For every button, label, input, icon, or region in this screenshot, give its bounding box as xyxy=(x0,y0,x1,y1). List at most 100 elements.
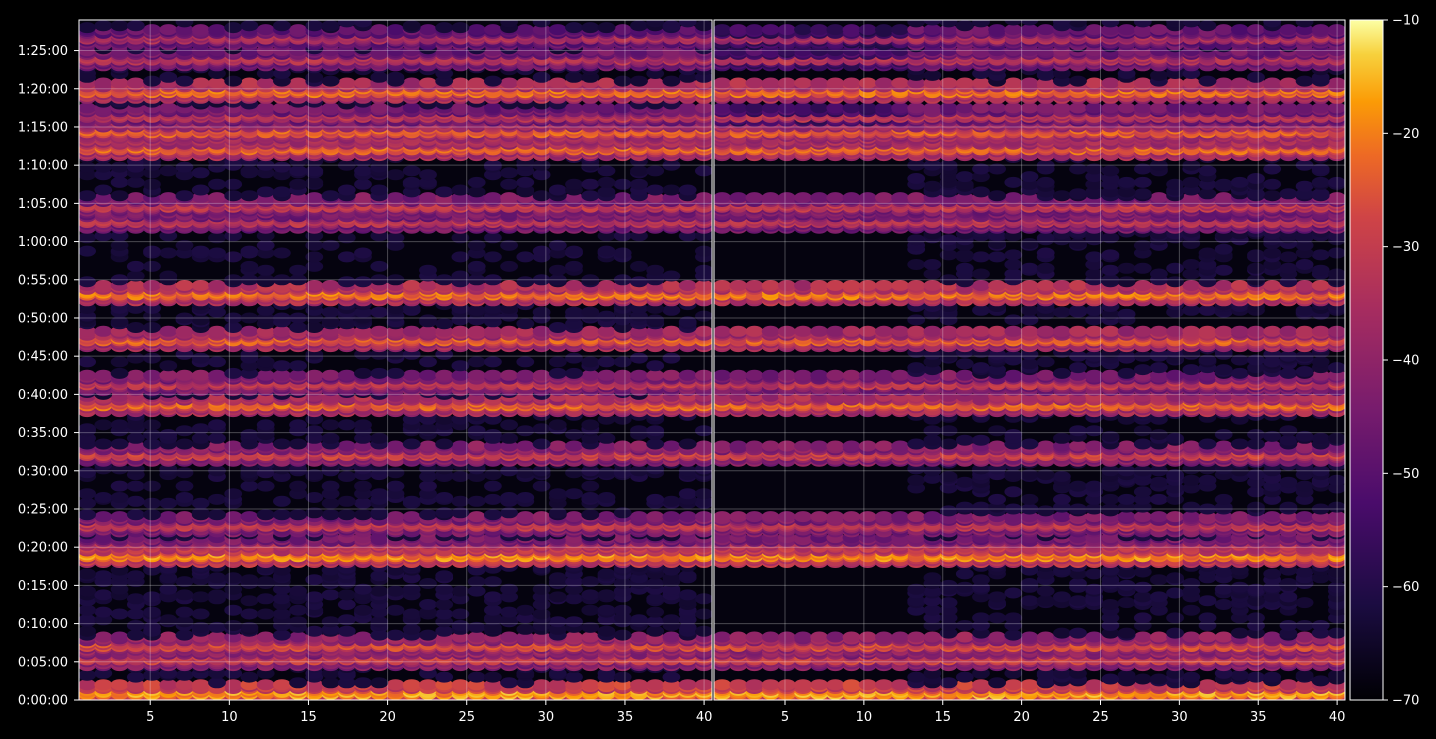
heatmap-cell xyxy=(354,677,372,689)
heatmap-cell xyxy=(581,509,600,521)
heatmap-cell xyxy=(435,438,454,450)
heatmap-cell xyxy=(386,585,405,597)
heatmap-cell xyxy=(305,469,324,481)
heatmap-cell xyxy=(273,438,291,450)
heatmap-cell xyxy=(484,679,502,691)
heatmap-cell xyxy=(240,325,259,337)
heatmap-cell xyxy=(516,467,535,479)
heatmap-cell xyxy=(289,419,307,431)
heatmap-cell xyxy=(273,509,291,521)
heatmap-cell xyxy=(630,465,648,477)
heatmap-cell xyxy=(435,413,454,425)
heatmap-cell xyxy=(419,314,437,326)
heatmap-cell xyxy=(126,260,145,272)
heatmap-cell xyxy=(337,276,356,288)
heatmap-cell xyxy=(159,631,178,643)
heatmap-cell xyxy=(613,356,632,368)
heatmap-cell xyxy=(500,591,518,603)
heatmap-cell xyxy=(305,492,324,503)
heatmap-cell xyxy=(321,564,340,576)
heatmap-cell xyxy=(191,497,210,509)
heatmap-cell xyxy=(354,367,372,379)
heatmap-cell xyxy=(354,488,372,500)
heatmap-cell xyxy=(581,679,600,691)
heatmap-cell xyxy=(143,352,161,364)
heatmap-cell xyxy=(370,629,389,641)
heatmap-cell xyxy=(79,679,96,691)
heatmap-cell xyxy=(613,679,632,691)
heatmap-cell xyxy=(126,509,145,521)
heatmap-cell xyxy=(354,604,372,616)
heatmap-cell xyxy=(435,492,454,503)
heatmap-cell xyxy=(94,570,113,582)
heatmap-cell xyxy=(630,631,648,643)
heatmap-cell xyxy=(516,440,535,452)
heatmap-cell xyxy=(678,488,697,500)
heatmap-cell xyxy=(451,413,470,425)
heatmap-cell xyxy=(256,593,275,605)
heatmap-cell xyxy=(402,623,421,635)
heatmap-cell xyxy=(208,280,226,291)
heatmap-cell xyxy=(94,679,113,691)
heatmap-cell xyxy=(597,280,616,291)
heatmap-cell xyxy=(240,574,259,586)
heatmap-cell xyxy=(240,429,259,440)
heatmap-cell xyxy=(175,280,194,291)
heatmap-cell xyxy=(435,616,454,628)
heatmap-cell xyxy=(370,606,389,618)
heatmap-cell xyxy=(143,480,161,492)
heatmap-cell xyxy=(337,599,356,610)
heatmap-cell xyxy=(370,616,389,628)
heatmap-cell xyxy=(402,511,421,523)
heatmap-cell xyxy=(532,423,551,435)
heatmap-cell xyxy=(435,570,454,582)
heatmap-cell xyxy=(467,631,486,643)
heatmap-cell xyxy=(467,440,486,452)
heatmap-cell xyxy=(305,625,324,637)
heatmap-cell xyxy=(354,497,372,509)
heatmap-cell xyxy=(175,589,194,601)
heatmap-cell xyxy=(548,616,567,628)
heatmap-cell xyxy=(613,578,632,589)
heatmap-cell xyxy=(548,322,567,333)
heatmap-cell xyxy=(646,493,665,505)
heatmap-cell xyxy=(191,280,210,291)
heatmap-cell xyxy=(581,631,600,643)
heatmap-cell xyxy=(484,369,502,381)
heatmap-cell xyxy=(110,492,129,503)
heatmap-cell xyxy=(79,614,96,626)
heatmap-cell xyxy=(126,679,145,691)
heatmap-cell xyxy=(337,614,356,626)
heatmap-cell xyxy=(337,251,356,263)
heatmap-cell xyxy=(224,322,243,333)
heatmap-cell xyxy=(143,509,161,521)
heatmap-cell xyxy=(370,367,389,379)
heatmap-cell xyxy=(630,276,648,288)
heatmap-cell xyxy=(662,631,681,643)
heatmap-cell xyxy=(143,679,161,691)
heatmap-cell xyxy=(143,245,161,257)
heatmap-cell xyxy=(402,438,421,450)
heatmap-cell xyxy=(484,325,502,337)
heatmap-cell xyxy=(240,245,259,257)
heatmap-cell xyxy=(662,495,681,507)
heatmap-cell xyxy=(662,679,681,691)
heatmap-cell xyxy=(484,612,502,624)
heatmap-cell xyxy=(484,469,502,481)
heatmap-cell xyxy=(435,599,454,610)
heatmap-cell xyxy=(208,419,226,431)
heatmap-cell xyxy=(79,568,96,580)
heatmap-cell xyxy=(79,245,96,257)
heatmap-cell xyxy=(597,467,616,479)
heatmap-cell xyxy=(548,356,567,368)
heatmap-cell xyxy=(159,614,178,626)
heatmap-cell xyxy=(419,440,437,452)
heatmap-cell xyxy=(419,480,437,492)
heatmap-cell xyxy=(646,264,665,276)
heatmap-cell xyxy=(110,564,129,576)
heatmap-cell xyxy=(597,511,616,523)
heatmap-cell xyxy=(402,280,421,291)
heatmap-cell xyxy=(94,369,113,381)
heatmap-cell xyxy=(581,492,600,503)
heatmap-cell xyxy=(256,440,275,452)
